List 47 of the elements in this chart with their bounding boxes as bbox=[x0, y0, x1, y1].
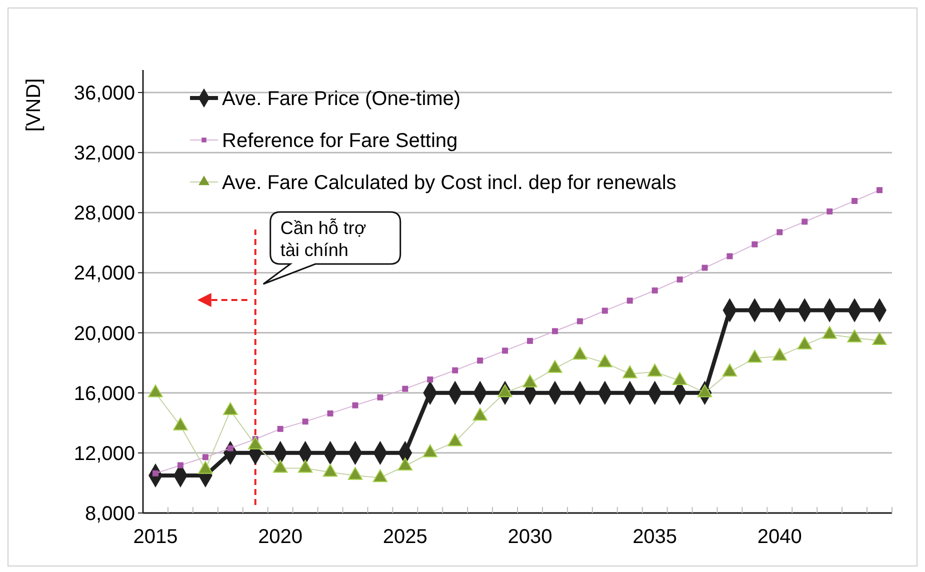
y-axis-title: [VND] bbox=[23, 78, 45, 132]
point bbox=[602, 308, 608, 314]
x-tick-label: 2025 bbox=[382, 526, 428, 548]
y-tick-label: 12,000 bbox=[74, 442, 135, 465]
point bbox=[477, 358, 484, 364]
point bbox=[652, 287, 658, 294]
x-tick-label: 2040 bbox=[757, 526, 802, 548]
y-tick-label: 16,000 bbox=[74, 382, 135, 405]
point bbox=[702, 264, 708, 271]
legend-label: Reference for Fare Setting bbox=[222, 130, 458, 152]
point bbox=[826, 208, 833, 214]
point bbox=[402, 386, 408, 392]
legend-label: Ave. Fare Calculated by Cost incl. dep for renewals bbox=[222, 172, 676, 194]
y-tick-label: 32,000 bbox=[74, 142, 135, 165]
point bbox=[576, 318, 583, 324]
point bbox=[452, 367, 458, 374]
point bbox=[502, 348, 508, 354]
point bbox=[427, 376, 434, 382]
point bbox=[626, 298, 633, 304]
point bbox=[302, 418, 308, 425]
point bbox=[177, 462, 184, 468]
legend-label: Ave. Fare Price (One-time) bbox=[222, 88, 461, 110]
point bbox=[852, 198, 858, 204]
y-tick-label: 20,000 bbox=[74, 322, 135, 345]
point bbox=[876, 187, 883, 194]
point bbox=[676, 276, 683, 282]
x-tick-label: 2035 bbox=[632, 526, 678, 548]
point bbox=[377, 394, 384, 400]
y-tick-label: 24,000 bbox=[74, 262, 135, 285]
point bbox=[327, 410, 334, 416]
x-tick-label: 2020 bbox=[258, 526, 303, 548]
y-tick-label: 28,000 bbox=[74, 202, 135, 225]
point bbox=[726, 253, 733, 260]
point bbox=[202, 454, 208, 460]
point bbox=[776, 229, 783, 236]
point bbox=[752, 241, 758, 248]
annotation: Cần hỗ trợ tài chính bbox=[280, 218, 366, 260]
point bbox=[526, 338, 533, 344]
point bbox=[552, 328, 558, 334]
x-tick-label: 2015 bbox=[133, 526, 178, 548]
x-tick-label: 2030 bbox=[508, 526, 552, 548]
point bbox=[802, 218, 808, 225]
point bbox=[227, 445, 234, 452]
y-tick-label: 8,000 bbox=[84, 503, 135, 525]
point bbox=[277, 426, 284, 432]
y-tick-label: 36,000 bbox=[74, 82, 135, 105]
point bbox=[352, 402, 358, 408]
